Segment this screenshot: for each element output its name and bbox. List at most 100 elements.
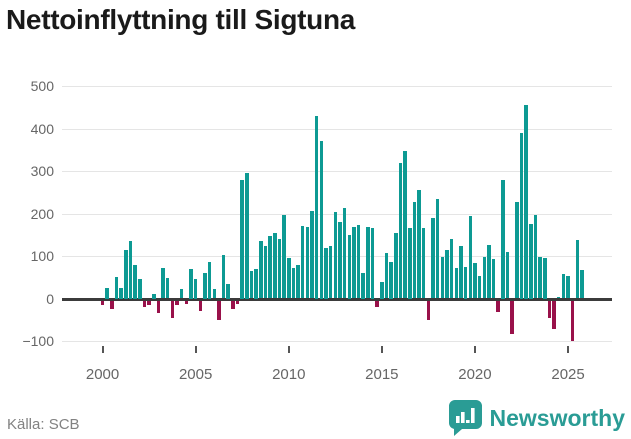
bar-quarter-91 [524,105,528,299]
newsworthy-wordmark: Newsworthy [489,404,625,431]
bar-quarter-9 [142,300,147,307]
bar-quarter-56 [361,273,365,299]
bar-quarter-42 [296,264,300,299]
bar-quarter-103 [580,269,584,299]
bar-quarter-46 [314,115,319,299]
newsworthy-logo[interactable]: Newsworthy [448,400,625,436]
bar-quarter-95 [543,258,547,299]
bar-quarter-63 [394,233,398,299]
x-axis-tick-2020 [473,346,476,353]
chart-title: Nettoinflyttning till Sigtuna [6,4,356,35]
bar-quarter-45 [310,210,314,299]
x-axis-label-2020: 2020 [458,366,492,383]
bar-quarter-53 [347,234,351,299]
bar-quarter-77 [459,245,463,299]
gridline--100 [62,341,612,342]
bar-quarter-94 [538,257,542,299]
bar-quarter-97 [552,300,556,329]
bar-quarter-88 [510,300,514,334]
bar-quarter-44 [305,226,310,299]
bar-quarter-70 [426,300,431,320]
bar-quarter-101 [570,300,575,341]
bar-quarter-84 [491,258,496,299]
x-axis-label-2010: 2010 [272,366,306,383]
bar-quarter-73 [440,256,445,299]
bar-quarter-96 [547,300,552,318]
bar-quarter-41 [291,268,296,299]
gridline-400 [62,128,612,130]
y-axis-label-500: 500 [30,78,54,94]
y-axis-label-0: 0 [46,290,54,307]
bar-quarter-62 [389,262,393,299]
bar-quarter-65 [403,151,407,299]
bar-quarter-22 [203,273,207,299]
bar-quarter-61 [384,253,389,299]
bar-quarter-58 [370,228,375,299]
bar-quarter-60 [380,281,384,299]
bar-quarter-86 [501,179,505,299]
bar-quarter-19 [189,268,193,299]
bar-quarter-7 [133,264,137,299]
bar-quarter-72 [435,199,440,299]
bar-quarter-15 [170,300,175,318]
bar-quarter-11 [152,294,156,299]
x-axis-label-2005: 2005 [178,366,213,383]
x-axis-tick-2025 [567,346,570,353]
bar-quarter-38 [277,239,282,299]
bar-quarter-14 [165,278,170,299]
source-attribution: Källa: SCB [7,416,80,433]
bar-quarter-54 [352,226,356,299]
bar-quarter-4 [119,287,123,299]
bar-quarter-17 [179,289,184,299]
bar-quarter-23 [207,262,212,299]
bar-quarter-87 [505,252,510,299]
bar-quarter-28 [231,300,235,309]
bar-quarter-37 [273,233,277,299]
bar-quarter-34 [259,240,263,299]
bar-quarter-74 [445,250,449,299]
bar-quarter-98 [556,296,561,299]
bar-quarter-67 [412,201,417,299]
bar-quarter-16 [175,300,179,305]
bar-quarter-3 [114,277,119,299]
bar-quarter-48 [324,247,328,299]
bar-quarter-83 [487,244,491,299]
bar-quarter-89 [515,202,519,299]
bar-quarter-2 [110,300,114,309]
x-axis-label-2025: 2025 [551,366,585,383]
bar-quarter-30 [240,179,244,299]
bar-quarter-47 [319,141,324,299]
bar-quarter-92 [529,224,533,299]
bar-quarter-59 [375,300,379,307]
y-axis-label-300: 300 [30,163,54,179]
y-axis-label-100: 100 [30,248,54,264]
y-axis-label-400: 400 [30,120,54,137]
bar-quarter-81 [477,275,482,299]
x-axis-tick-2000 [101,346,104,353]
bar-quarter-0 [100,300,105,305]
x-axis-tick-2015 [380,346,383,353]
bar-quarter-57 [366,227,370,299]
bar-quarter-71 [431,218,435,299]
zero-baseline [62,297,612,301]
bar-quarter-20 [193,279,198,299]
x-axis-label-2000: 2000 [85,366,120,383]
y-axis-label-200: 200 [30,205,54,222]
bar-quarter-80 [473,263,477,299]
y-axis-label--100: −100 [22,333,54,349]
bar-quarter-69 [421,227,426,299]
bar-quarter-66 [408,228,412,299]
bar-quarter-68 [417,189,421,299]
bar-quarter-43 [300,225,305,299]
bar-quarter-18 [184,300,189,304]
gridline-500 [62,86,612,87]
bar-quarter-76 [454,268,459,299]
bar-quarter-26 [221,254,226,299]
bar-quarter-82 [482,256,486,299]
bar-quarter-55 [356,224,361,299]
bar-quarter-33 [254,268,258,299]
x-axis-tick-2005 [194,346,197,353]
bar-quarter-31 [245,173,249,299]
bar-quarter-79 [468,216,473,299]
